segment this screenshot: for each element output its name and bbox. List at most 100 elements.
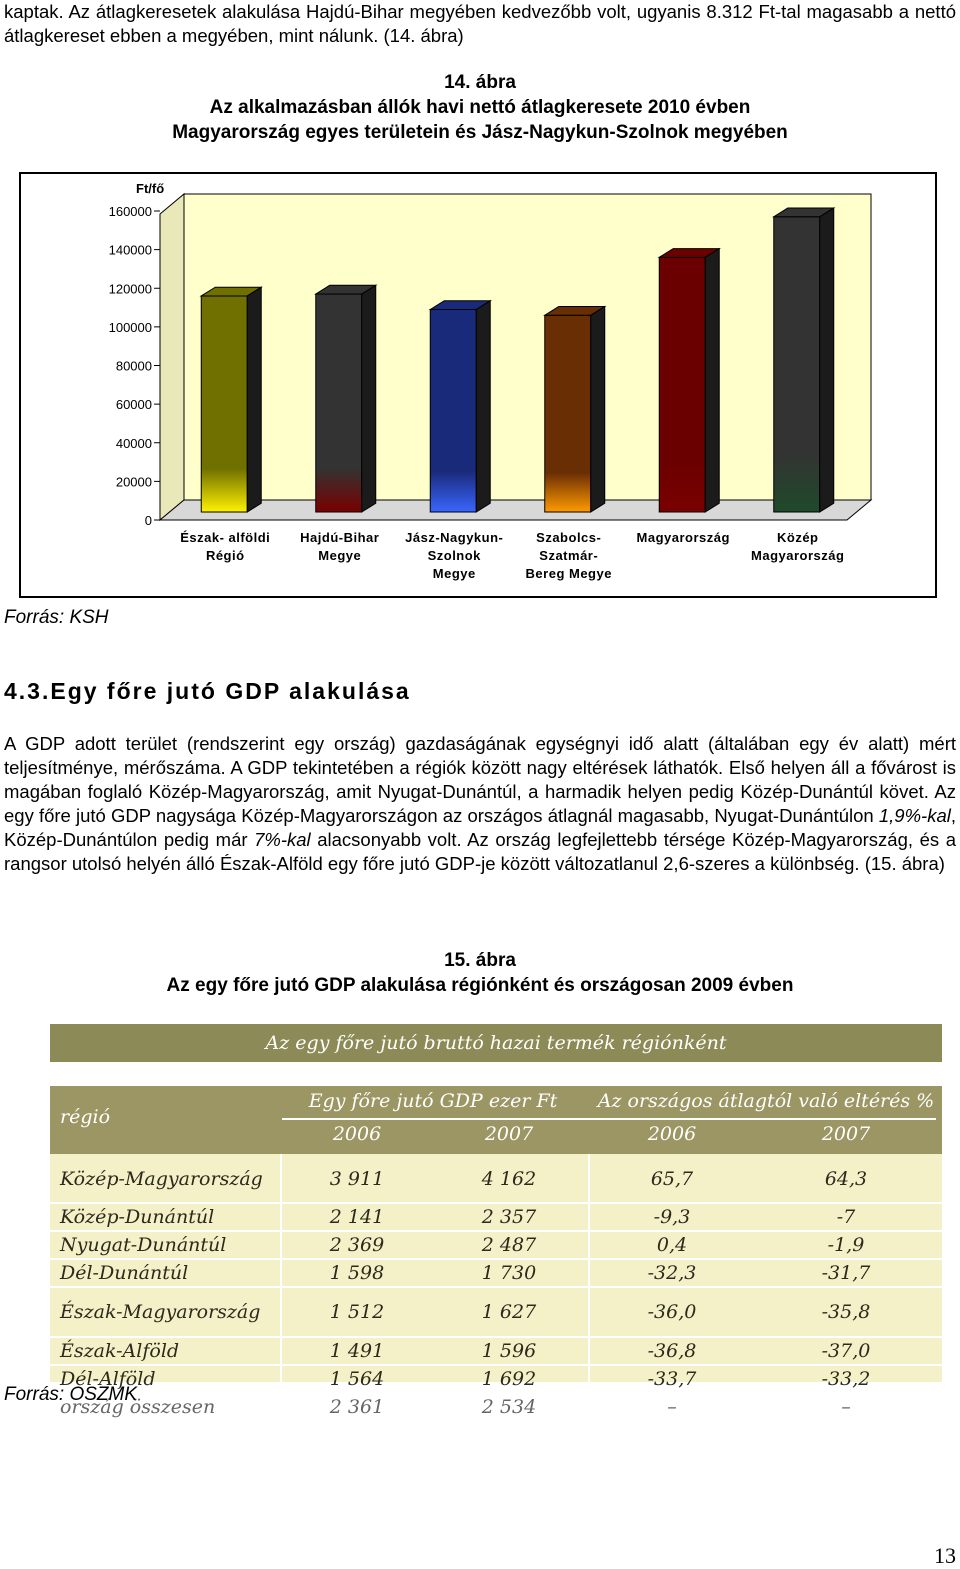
y-tick-label: 80000 [116, 359, 152, 374]
chart-side-wall [159, 192, 185, 522]
row-label: ország összesen [60, 1396, 216, 1418]
gdp-table: Az egy főre jutó bruttó hazai termék rég… [50, 1024, 942, 1422]
table-cell: 4 162 [481, 1168, 537, 1190]
figure-14-title-line2: Magyarország egyes területein és Jász-Na… [172, 122, 788, 143]
y-tick-label: 120000 [109, 281, 152, 296]
table-cell: 2 534 [481, 1396, 537, 1418]
y-tick-label: 60000 [116, 397, 152, 412]
row-label: Észak-Magyarország [60, 1301, 261, 1323]
y-tick-label: 20000 [116, 474, 152, 489]
table-row: ország összesen 2 361 2 534 – – [50, 1394, 942, 1420]
figure-15-number: 15. ábra [444, 950, 516, 971]
row-separator [50, 1336, 942, 1338]
bar-side [475, 299, 491, 513]
bar-side [590, 305, 606, 513]
row-label: Közép-Magyarország [60, 1168, 263, 1190]
category-label: Jász-Nagykun- [405, 530, 503, 545]
row-separator [50, 1420, 942, 1422]
region-header: régió [60, 1106, 111, 1128]
table-cell: 1 491 [329, 1340, 385, 1362]
category-label: Bereg Megye [526, 566, 612, 581]
table-row: Közép-Dunántúl 2 141 2 357 -9,3 -7 [50, 1204, 942, 1230]
bar-side [704, 247, 720, 513]
bar-side [361, 284, 377, 513]
table-cell: -37,0 [821, 1340, 871, 1362]
table-cell: 2 487 [481, 1234, 537, 1256]
table-cell: -32,3 [647, 1262, 697, 1284]
category-label: Hajdú-Bihar [300, 530, 379, 545]
chart-back-wall [183, 193, 872, 501]
row-label: Közép-Dunántúl [60, 1206, 215, 1228]
row-separator [50, 1258, 942, 1260]
bar [200, 295, 248, 513]
bar [658, 256, 706, 513]
category-label: Közép [777, 530, 819, 545]
row-separator [50, 1364, 942, 1366]
table-row: Dél-Dunántúl 1 598 1 730 -32,3 -31,7 [50, 1260, 942, 1286]
y-axis-label: Ft/fő [136, 181, 164, 196]
table-cell: 2 357 [481, 1206, 537, 1228]
table-row: Észak-Alföld 1 491 1 596 -36,8 -37,0 [50, 1338, 942, 1364]
column-separator [280, 1154, 282, 1382]
row-separator [50, 1286, 942, 1288]
figure-15-source: Forrás: OSZMK [4, 1384, 138, 1405]
table-cell: 0,4 [656, 1234, 688, 1256]
bar [773, 216, 821, 513]
table-cell: -1,9 [827, 1234, 865, 1256]
category-label: Szatmár- [539, 548, 598, 563]
category-label: Megye [433, 566, 476, 581]
row-separator [50, 1392, 942, 1394]
table-cell: -36,0 [647, 1301, 697, 1323]
chart-floor [158, 499, 873, 521]
table-cell: 2 369 [329, 1234, 385, 1256]
gdp-paragraph-part3: alacsonyabb volt. Az ország legfejletteb… [4, 829, 956, 874]
gdp-paragraph: A GDP adott terület (rendszerint egy ors… [4, 732, 956, 876]
figure-15-title: Az egy főre jutó GDP alakulása régiónkén… [166, 975, 794, 996]
table-cell: -7 [836, 1206, 856, 1228]
bar-side [246, 286, 262, 513]
table-row: Nyugat-Dunántúl 2 369 2 487 0,4 -1,9 [50, 1232, 942, 1258]
bar-side [819, 207, 835, 513]
header-divider [282, 1118, 936, 1120]
category-label: Szolnok [428, 548, 482, 563]
row-separator [50, 1230, 942, 1232]
intro-paragraph: kaptak. Az átlagkeresetek alakulása Hajd… [4, 1, 956, 46]
section-heading: 4.3.Egy főre jutó GDP alakulása [4, 678, 411, 704]
table-cell: -35,8 [821, 1301, 871, 1323]
table-cell: -36,8 [647, 1340, 697, 1362]
gdp-table-header: régió Egy főre jutó GDP ezer Ft Az orszá… [50, 1086, 942, 1154]
category-label: Szabolcs- [536, 530, 601, 545]
y-tick-label: 40000 [116, 436, 152, 451]
category-label: Megye [318, 548, 361, 563]
table-cell: 65,7 [650, 1168, 694, 1190]
category-label: Magyarország [751, 548, 844, 563]
table-cell: – [667, 1396, 677, 1418]
row-label: Nyugat-Dunántúl [60, 1234, 227, 1256]
category-label: Magyarország [637, 530, 730, 545]
year-header-2: 2007 [484, 1123, 534, 1145]
bar [429, 308, 477, 513]
table-cell: – [841, 1396, 851, 1418]
row-label: Észak-Alföld [60, 1340, 180, 1362]
salary-chart: 0 20000 40000 60000 80000 100000 120000 140000 1… [19, 172, 937, 598]
table-cell: -33,7 [647, 1368, 697, 1390]
salary-chart-svg: 0 20000 40000 60000 80000 100000 120000 140000 1… [109, 181, 873, 581]
table-cell: 1 596 [481, 1340, 537, 1362]
table-cell: -33,2 [821, 1368, 871, 1390]
gdp-paragraph-em2: 7%-kal [254, 829, 311, 850]
year-header-4: 2007 [821, 1123, 871, 1145]
table-cell: -9,3 [653, 1206, 691, 1228]
y-tick-label: 100000 [109, 320, 152, 335]
table-row: Észak-Magyarország 1 512 1 627 -36,0 -35,8 [50, 1288, 942, 1336]
table-row: Közép-Magyarország 3 911 4 162 65,7 64,3 [50, 1156, 942, 1202]
row-separator [50, 1202, 942, 1204]
y-tick-label: 160000 [109, 204, 152, 219]
figure-14-number: 14. ábra [444, 72, 516, 93]
category-label: Észak- alföldi [180, 530, 270, 545]
year-header-3: 2006 [647, 1123, 697, 1145]
gdp-table-gap [50, 1062, 942, 1086]
table-cell: 1 598 [329, 1262, 385, 1284]
table-row: Dél-Alföld 1 564 1 692 -33,7 -33,2 [50, 1366, 942, 1392]
gdp-paragraph-em1: 1,9%-kal [878, 805, 951, 826]
gdp-paragraph-part1: A GDP adott terület (rendszerint egy ors… [4, 733, 956, 826]
